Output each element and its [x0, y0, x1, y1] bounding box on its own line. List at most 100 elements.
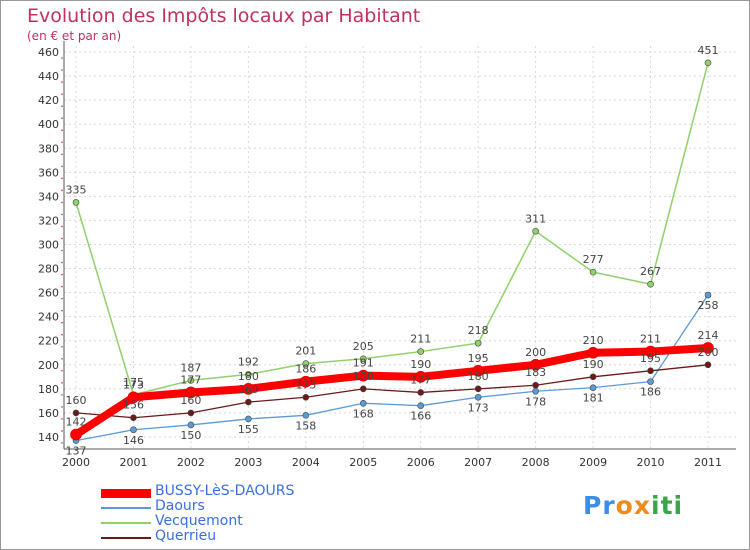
data-point-querrieu — [647, 367, 654, 375]
data-point-querrieu — [532, 381, 539, 389]
data-label-daours: 158 — [295, 419, 316, 432]
data-label-vecquemont: 267 — [640, 265, 661, 278]
y-minor-tick — [61, 177, 63, 180]
data-point-querrieu — [130, 414, 137, 422]
data-label-bussy-l-s-daours: 180 — [238, 370, 259, 383]
data-label-bussy-l-s-daours: 214 — [698, 329, 719, 342]
data-label-bussy-l-s-daours: 142 — [66, 416, 87, 429]
y-minor-tick — [61, 153, 63, 156]
y-tick-label: 180 — [38, 383, 59, 396]
data-point-daours — [589, 384, 597, 391]
legend-label: Daours — [155, 498, 205, 514]
legend-swatch — [101, 488, 151, 498]
data-label-querrieu: 190 — [583, 358, 604, 371]
y-minor-tick — [61, 418, 63, 420]
data-label-bussy-l-s-daours: 210 — [583, 334, 604, 347]
legend-swatch — [101, 507, 151, 509]
y-minor-tick — [61, 297, 63, 300]
data-point-querrieu — [589, 373, 597, 381]
data-label-querrieu: 160 — [180, 394, 201, 407]
y-tick-label: 460 — [38, 46, 59, 59]
data-point-bussy-l-s-daours — [185, 386, 197, 399]
y-minor-tick — [61, 261, 63, 264]
y-minor-tick — [61, 370, 63, 372]
data-label-querrieu: 173 — [295, 378, 316, 391]
data-point-bussy-l-s-daours — [127, 391, 140, 404]
data-label-daours: 146 — [123, 434, 144, 447]
data-point-querrieu — [72, 409, 80, 417]
data-point-vecquemont — [474, 339, 482, 347]
data-point-querrieu — [359, 385, 367, 393]
y-minor-tick — [61, 249, 63, 252]
y-tick-label: 260 — [38, 287, 59, 300]
y-minor-tick — [61, 285, 63, 288]
y-minor-tick — [61, 93, 63, 95]
data-label-bussy-l-s-daours: 186 — [295, 363, 316, 376]
y-minor-tick — [61, 394, 63, 396]
data-label-bussy-l-s-daours: 195 — [468, 352, 489, 365]
x-tick-label: 2009 — [579, 456, 607, 469]
y-minor-tick — [61, 442, 63, 444]
y-tick-label: 140 — [38, 431, 59, 444]
data-point-querrieu — [474, 385, 482, 393]
data-point-daours — [130, 426, 137, 434]
data-label-bussy-l-s-daours: 200 — [525, 346, 546, 359]
data-label-bussy-l-s-daours: 211 — [640, 333, 661, 346]
data-point-daours — [302, 412, 310, 419]
y-tick-label: 300 — [38, 238, 59, 251]
logo-letter: x — [633, 491, 651, 520]
data-label-vecquemont: 201 — [295, 345, 316, 358]
data-label-bussy-l-s-daours: 190 — [410, 358, 431, 371]
data-label-daours: 150 — [180, 429, 201, 442]
data-label-daours: 155 — [238, 423, 259, 436]
y-minor-tick — [61, 117, 63, 119]
data-point-daours — [474, 393, 482, 401]
data-point-daours — [417, 402, 425, 409]
y-minor-tick — [61, 430, 63, 432]
data-label-querrieu: 169 — [238, 383, 259, 396]
series-line-daours — [75, 294, 709, 442]
data-label-vecquemont: 277 — [583, 253, 604, 266]
y-minor-tick — [61, 81, 63, 83]
legend-label: Vecquemont — [155, 513, 243, 529]
x-tick-label: 2003 — [234, 456, 262, 469]
logo-letter: P — [583, 491, 603, 520]
data-point-bussy-l-s-daours — [587, 346, 599, 359]
data-point-bussy-l-s-daours — [702, 342, 714, 354]
x-tick-label: 2002 — [177, 456, 205, 469]
data-label-vecquemont: 187 — [180, 361, 201, 374]
data-point-vecquemont — [647, 280, 654, 288]
y-tick-label: 200 — [38, 359, 59, 372]
data-label-querrieu: 195 — [640, 352, 661, 365]
y-minor-tick — [61, 105, 63, 107]
data-label-vecquemont: 335 — [66, 183, 87, 196]
y-minor-tick — [61, 57, 63, 59]
data-point-bussy-l-s-daours — [300, 375, 312, 388]
data-label-querrieu: 200 — [698, 346, 719, 359]
data-label-daours: 168 — [353, 407, 374, 420]
data-point-bussy-l-s-daours — [529, 358, 542, 371]
y-minor-tick — [61, 189, 63, 192]
y-minor-tick — [61, 357, 63, 360]
data-label-vecquemont: 205 — [353, 340, 374, 353]
logo-letter: r — [602, 491, 616, 520]
data-point-bussy-l-s-daours — [644, 345, 657, 358]
data-point-vecquemont — [302, 360, 310, 367]
data-label-daours: 173 — [468, 401, 489, 414]
y-tick-label: 400 — [38, 118, 59, 131]
data-point-bussy-l-s-daours — [472, 365, 484, 377]
data-point-daours — [187, 421, 195, 429]
data-point-bussy-l-s-daours — [414, 371, 427, 383]
y-minor-tick — [61, 321, 63, 324]
y-minor-tick — [61, 345, 63, 348]
logo-letter: o — [615, 491, 634, 520]
series-line-querrieu — [75, 364, 709, 419]
legend-label: BUSSY-LèS-DAOURS — [155, 483, 295, 499]
data-point-vecquemont — [359, 355, 367, 363]
data-label-querrieu: 180 — [468, 370, 489, 383]
x-tick-label: 2001 — [119, 456, 147, 469]
y-minor-tick — [61, 213, 63, 216]
x-tick-label: 2006 — [407, 456, 435, 469]
data-label-daours: 166 — [410, 410, 431, 423]
data-point-vecquemont — [704, 59, 712, 67]
